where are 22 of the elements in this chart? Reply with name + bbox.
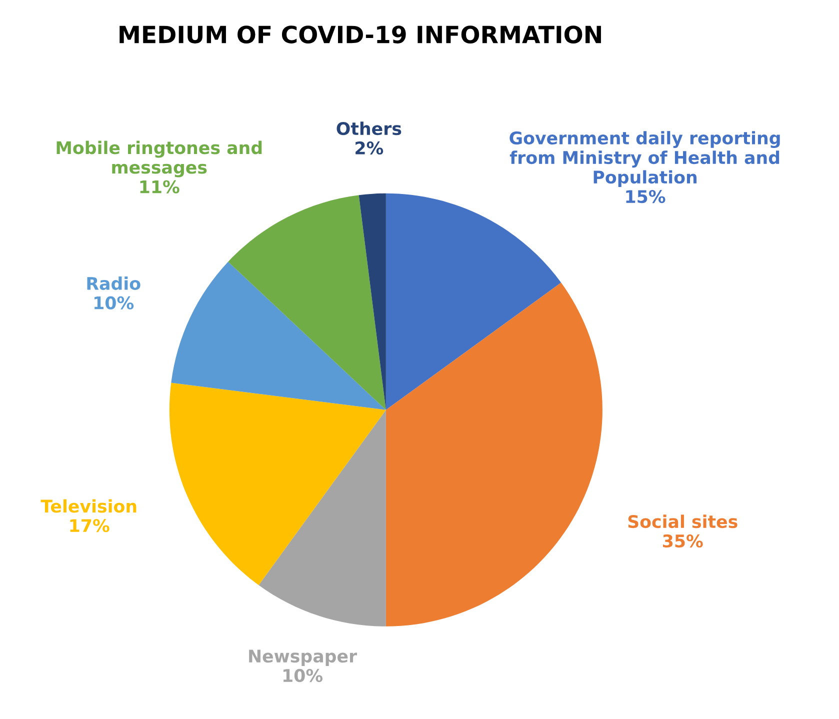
slice-label: Government daily reporting from Ministry of Health and Population xyxy=(510,131,780,188)
slice-label: Radio xyxy=(87,276,140,290)
pie-slice xyxy=(386,193,562,410)
data-label: 17% xyxy=(70,519,110,532)
pie-slice xyxy=(171,262,386,410)
slice-label: Mobile ringtones and messages xyxy=(56,140,262,178)
data-label: 2% xyxy=(356,141,384,155)
chart-title: MEDIUM OF COVID-19 INFORMATION xyxy=(120,26,601,44)
pie-slice xyxy=(228,195,386,410)
pie-slice xyxy=(258,410,386,626)
pie-slice xyxy=(358,193,386,410)
pie-slice xyxy=(386,282,602,626)
pie-slice xyxy=(169,382,386,586)
data-label: 11% xyxy=(140,180,180,194)
data-label: 15% xyxy=(626,190,666,204)
slice-label: Newspaper xyxy=(249,650,358,666)
data-label: 35% xyxy=(663,534,703,548)
slice-label: Social sites xyxy=(628,514,738,528)
data-label: 10% xyxy=(283,668,323,682)
data-label: 10% xyxy=(94,296,134,310)
slice-label: Others xyxy=(336,122,402,136)
slice-label: Television xyxy=(40,499,136,513)
